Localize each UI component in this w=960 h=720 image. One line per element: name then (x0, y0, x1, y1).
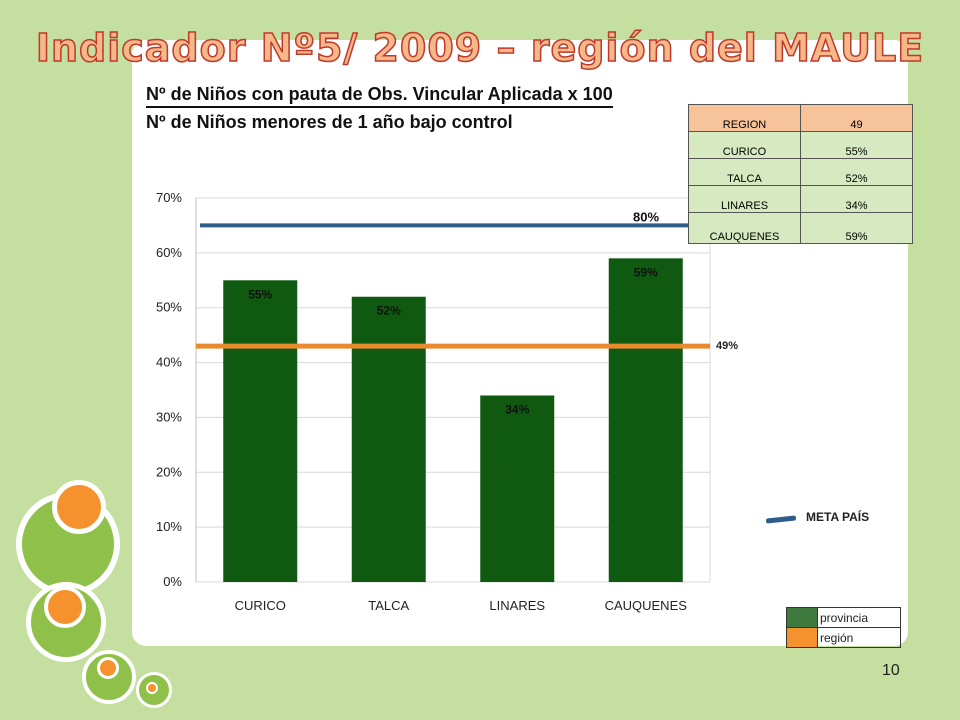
table-cell: CAUQUENES (688, 212, 801, 244)
indicator-formula: Nº de Niños con pauta de Obs. Vincular A… (146, 84, 613, 133)
table-cell: 34% (800, 185, 913, 213)
data-label: 52% (377, 304, 401, 318)
legend-row-region: región (786, 627, 901, 648)
y-tick-label: 10% (156, 519, 182, 534)
formula-numerator: Nº de Niños con pauta de Obs. Vincular A… (146, 84, 613, 108)
provincia-swatch (786, 607, 818, 628)
meta-legend-label: META PAÍS (806, 510, 870, 524)
x-tick-label: CAUQUENES (605, 598, 688, 613)
slide-title: Indicador Nº5/ 2009 – región del MAULE (35, 25, 925, 71)
y-tick-label: 60% (156, 245, 182, 260)
meta-pais-line-label: 80% (633, 209, 659, 224)
table-row: LINARES 34% (688, 185, 913, 213)
table-cell: 52% (800, 158, 913, 186)
legend-label-provincia: provincia (817, 607, 901, 628)
data-label: 34% (505, 402, 529, 416)
y-tick-label: 70% (156, 190, 182, 205)
table-cell: 55% (800, 131, 913, 159)
bar (223, 280, 298, 582)
data-label: 59% (634, 265, 658, 279)
table-cell: 59% (800, 212, 913, 244)
table-row: CURICO 55% (688, 131, 913, 159)
table-row: CAUQUENES 59% (688, 212, 913, 244)
y-tick-label: 30% (156, 409, 182, 424)
deco-circle-small-dot (97, 657, 119, 679)
x-tick-label: LINARES (489, 598, 545, 613)
y-tick-label: 40% (156, 355, 182, 370)
bar (351, 296, 426, 582)
legend-box: provincia región (786, 607, 901, 648)
x-tick-label: CURICO (235, 598, 286, 613)
region-swatch (786, 627, 818, 648)
region-line-label: 49% (716, 340, 738, 352)
table-row: TALCA 52% (688, 158, 913, 186)
table-header-cell: REGION (688, 104, 801, 132)
table-cell: TALCA (688, 158, 801, 186)
y-tick-label: 50% (156, 300, 182, 315)
deco-circle-large-dot (52, 480, 106, 534)
table-cell: CURICO (688, 131, 801, 159)
data-table: REGION 49 CURICO 55% TALCA 52% LINARES 3… (688, 104, 913, 244)
x-tick-label: TALCA (368, 598, 409, 613)
legend-label-region: región (817, 627, 901, 648)
bar (608, 258, 683, 582)
label-layer: 0% 10% 20% 30% 40% 50% 60% 70% 55% CURICO 52% TALCA… (156, 190, 738, 613)
table-header-row: REGION 49 (688, 104, 913, 132)
reference-line-layer (196, 223, 710, 349)
page-number: 10 (882, 662, 900, 679)
deco-circle-tiny-dot (146, 682, 158, 694)
bar (480, 395, 555, 582)
y-tick-label: 20% (156, 464, 182, 479)
bar-layer (223, 258, 683, 582)
table-cell: LINARES (688, 185, 801, 213)
legend-row-provincia: provincia (786, 607, 901, 628)
y-tick-label: 0% (163, 574, 182, 589)
table-header-cell: 49 (800, 104, 913, 132)
data-label: 55% (248, 287, 272, 301)
formula-denominator: Nº de Niños menores de 1 año bajo contro… (146, 112, 513, 132)
deco-circle-mid-dot (44, 586, 86, 628)
